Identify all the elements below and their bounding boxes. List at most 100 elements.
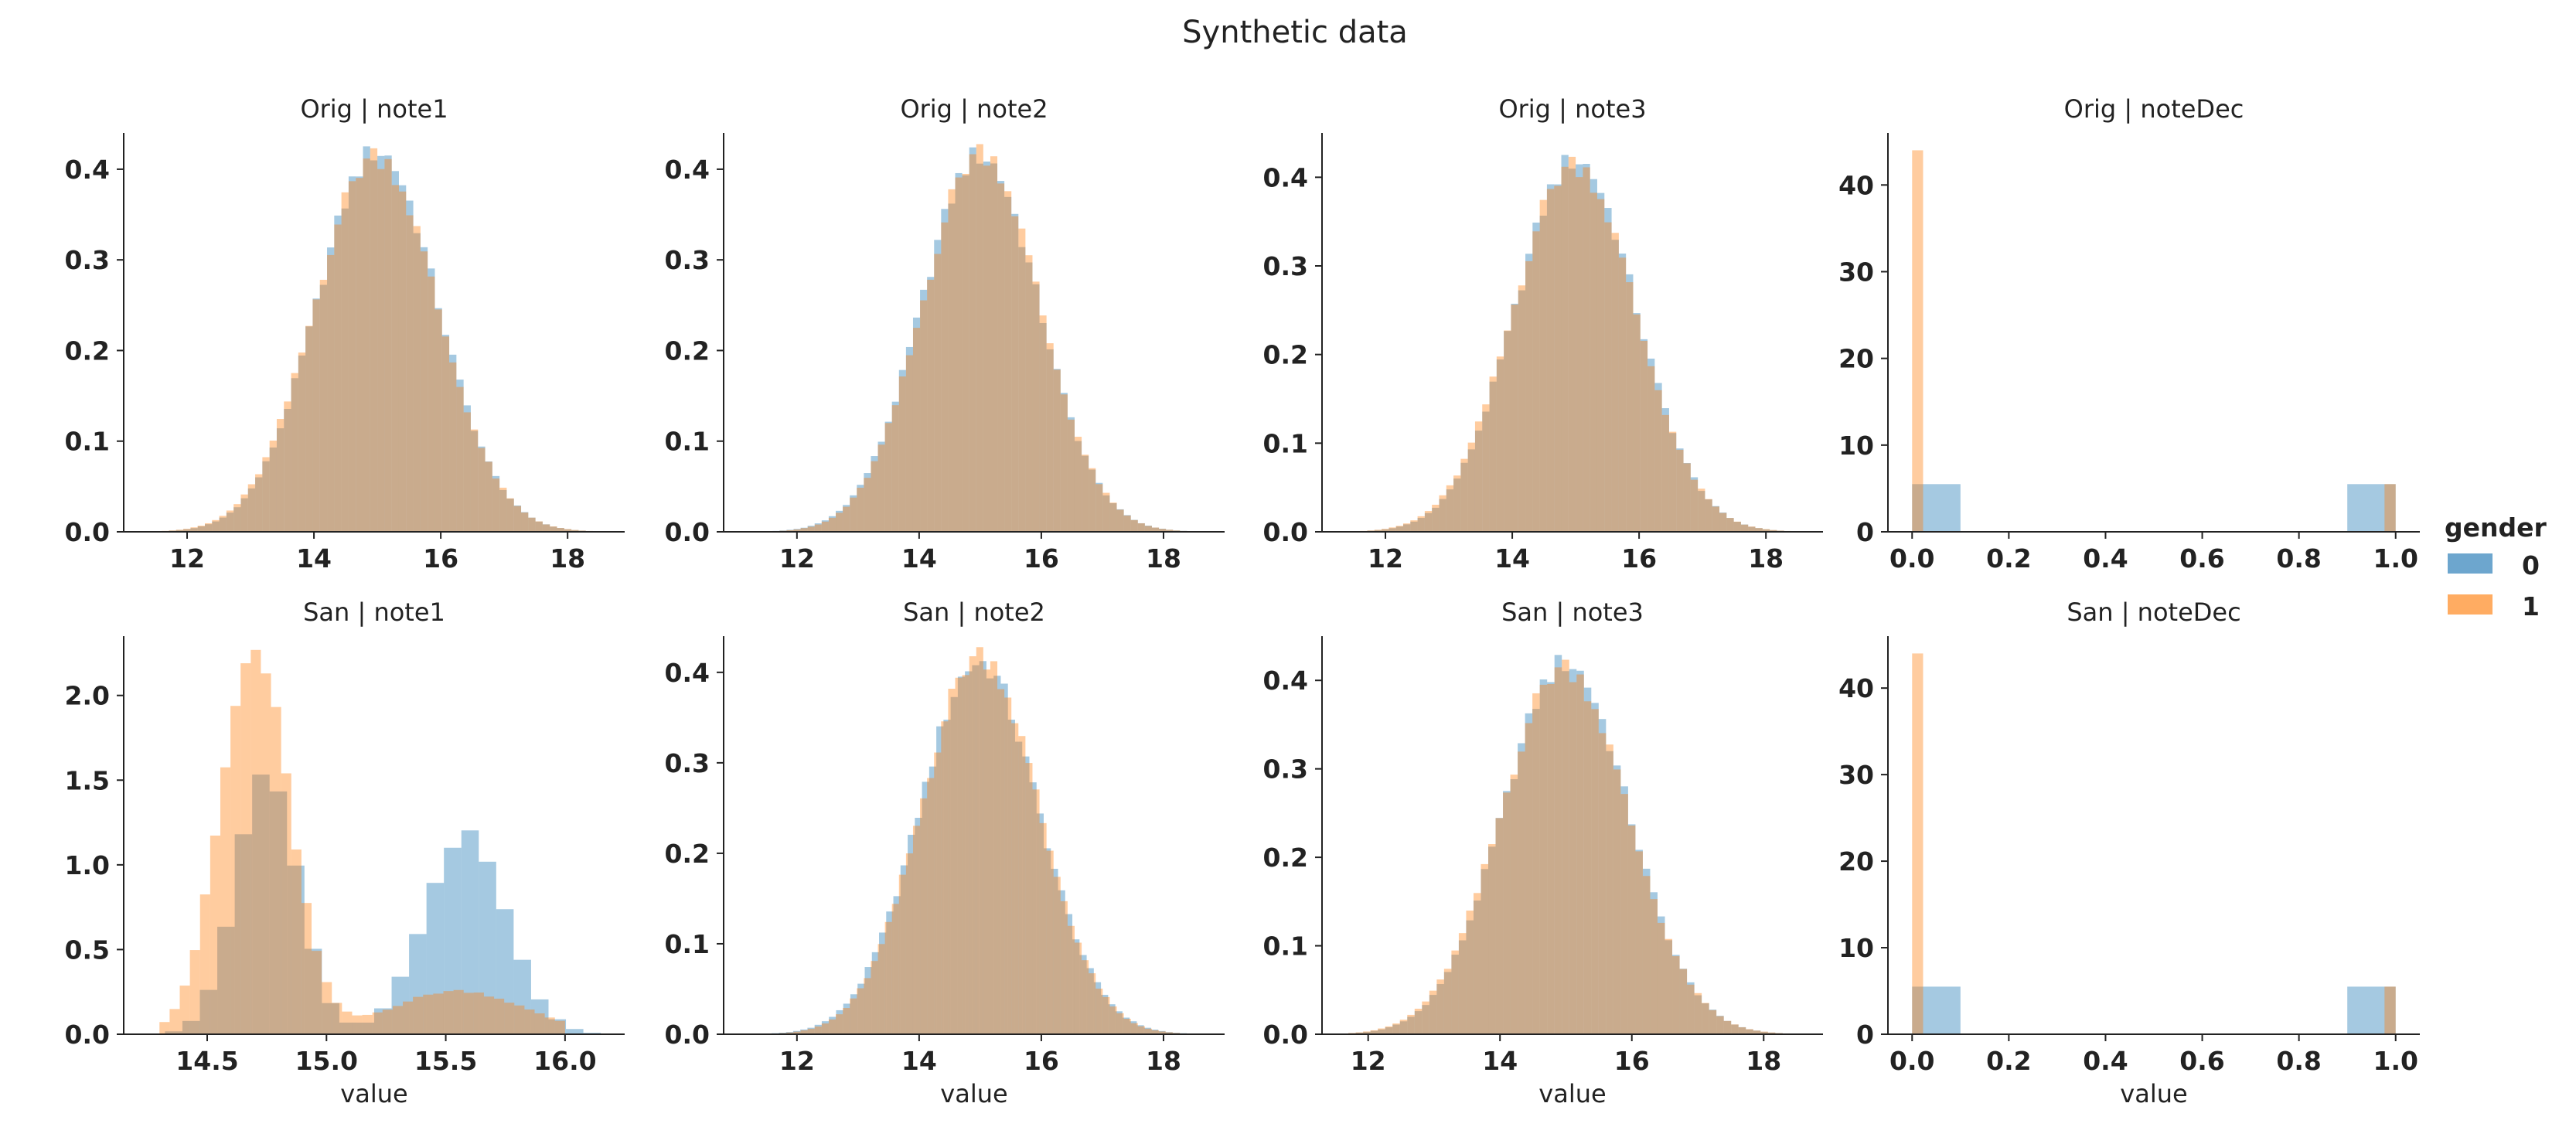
hist-bar: [808, 526, 815, 532]
hist-bar: [550, 526, 557, 532]
hist-bar: [1082, 455, 1089, 532]
hist-bar: [1709, 1010, 1717, 1034]
hist-bar: [1547, 189, 1554, 532]
hist-bar: [1011, 724, 1018, 1034]
panel-title: San | note2: [903, 598, 1045, 627]
hist-bar: [956, 678, 963, 1034]
x-tick-label: 12: [169, 543, 205, 574]
hist-bar: [1054, 369, 1061, 532]
y-tick-label: 0.0: [1263, 517, 1308, 547]
hist-bar: [941, 223, 948, 532]
hist-bar: [1075, 437, 1082, 532]
x-tick-label: 18: [1146, 543, 1181, 574]
hist-bar: [1482, 404, 1489, 532]
hist-bar: [920, 798, 927, 1034]
hist-bar: [1569, 157, 1576, 532]
hist-bar: [1511, 775, 1518, 1034]
y-tick-label: 40: [1838, 673, 1874, 703]
hist-bar: [906, 853, 913, 1034]
hist-bar: [1741, 525, 1748, 532]
hist-bar: [363, 1015, 373, 1034]
hist-bar: [499, 488, 506, 532]
hist-bar: [454, 990, 464, 1034]
hist-bar: [1511, 305, 1518, 532]
hist-bar: [373, 1013, 383, 1034]
y-tick-label: 0.2: [665, 839, 710, 869]
hist-bar: [334, 224, 341, 532]
hist-bar: [878, 444, 885, 532]
hist-bar: [1569, 682, 1577, 1034]
hist-bar: [1540, 685, 1548, 1034]
hist-bar: [1619, 257, 1626, 532]
hist-bar: [305, 326, 312, 532]
x-tick-label: 16: [1024, 543, 1059, 574]
legend-swatch-1: [2448, 594, 2493, 615]
hist-bar: [1503, 792, 1511, 1034]
hist-bar: [1131, 1023, 1138, 1034]
hist-bar: [1490, 376, 1497, 532]
x-tick-label: 16: [1614, 1046, 1650, 1076]
hist-bar: [233, 504, 240, 532]
hist-bar: [956, 178, 963, 532]
y-tick-label: 0: [1856, 517, 1874, 547]
hist-bar: [1460, 459, 1467, 532]
y-tick-label: 0.3: [665, 245, 710, 275]
y-tick-label: 0.1: [665, 427, 710, 457]
hist-bar: [1407, 1015, 1415, 1034]
hist-bar: [1599, 733, 1607, 1034]
hist-bar: [1604, 223, 1611, 532]
x-tick-label: 12: [779, 1046, 815, 1076]
hist-bar: [1606, 744, 1613, 1034]
hist-bar: [1635, 851, 1643, 1034]
y-tick-label: 10: [1838, 431, 1874, 461]
hist-bar: [1726, 518, 1733, 532]
hist-bar: [864, 978, 871, 1034]
hist-bar: [1650, 899, 1658, 1034]
hist-bar: [997, 183, 1004, 532]
hist-bar: [414, 226, 421, 532]
hist-bar: [484, 996, 494, 1034]
hist-bar: [1047, 851, 1054, 1034]
hist-bar: [220, 516, 227, 532]
hist-bar: [864, 478, 871, 532]
y-tick-label: 30: [1838, 760, 1874, 790]
hist-bar: [969, 656, 976, 1034]
y-tick-label: 0.2: [665, 335, 710, 366]
hist-bar: [941, 721, 948, 1034]
hist-bar: [535, 1013, 545, 1034]
x-tick-label: 15.0: [295, 1046, 358, 1076]
hist-bar: [443, 991, 453, 1034]
legend-label-1: 1: [2522, 591, 2540, 621]
x-tick-label: 14: [1482, 1046, 1518, 1076]
hist-bar: [1647, 366, 1654, 532]
hist-bar: [1131, 520, 1138, 532]
hist-bar: [1475, 421, 1482, 532]
hist-bar: [1691, 480, 1698, 532]
hist-bar: [492, 478, 499, 532]
hist-bar: [383, 1010, 393, 1034]
hist-bar: [180, 986, 190, 1034]
hist-bar: [423, 995, 433, 1034]
hist-bar: [1540, 200, 1547, 532]
hist-bar: [963, 675, 969, 1034]
hist-bar: [1532, 693, 1540, 1034]
hist-bar: [1145, 1029, 1152, 1034]
x-tick-label: 1.0: [2373, 1046, 2418, 1076]
series-1-bars: [1912, 150, 2395, 532]
hist-bar: [514, 1006, 524, 1034]
x-tick-label: 18: [1746, 1046, 1781, 1076]
x-tick-label: 0.2: [1986, 1046, 2031, 1076]
y-tick-label: 0.5: [65, 935, 110, 965]
hist-bar: [976, 647, 983, 1034]
hist-bar: [983, 165, 990, 532]
hist-bar: [1082, 960, 1089, 1034]
hist-bar: [913, 328, 920, 532]
x-tick-label: 0.4: [2083, 543, 2128, 574]
y-tick-label: 30: [1838, 257, 1874, 287]
hist-bar: [514, 506, 521, 532]
hist-bar: [1724, 1021, 1732, 1034]
hist-bar: [1418, 516, 1425, 532]
hist-bar: [210, 836, 220, 1034]
y-tick-label: 0.1: [1263, 428, 1308, 458]
